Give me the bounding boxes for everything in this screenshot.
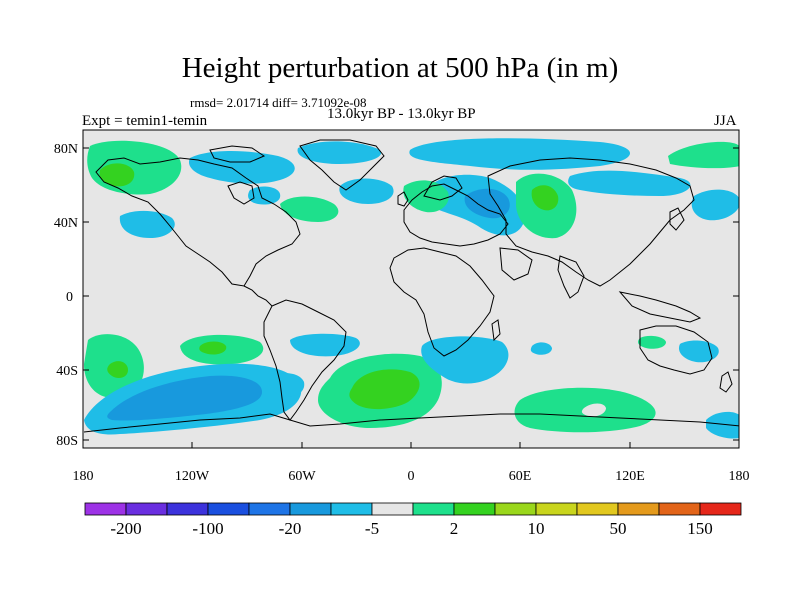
coast-britain [397, 191, 409, 207]
axis-ticks [83, 147, 739, 448]
contour-blue-s-atlantic-west [290, 333, 360, 357]
colorbar-label: 10 [528, 519, 545, 538]
coast-central-america [243, 285, 273, 307]
coast-arctic-islands [209, 145, 266, 163]
coast-madagascar [491, 319, 501, 342]
experiment-label: Expt = temin1-temin [82, 113, 208, 129]
contour-blue-labrador [248, 186, 281, 205]
colorbar-swatch [371, 502, 414, 516]
lat-label: 80S [56, 434, 78, 449]
contour-blue-greenland [297, 141, 382, 164]
stats-text: rmsd= 2.01714 diff= 3.71092e-08 [190, 95, 367, 110]
contour-midblue-south-pacific [107, 375, 262, 421]
colorbar-swatch [207, 502, 250, 516]
colorbar-swatch [617, 502, 660, 516]
colorbar-swatch [535, 502, 578, 516]
contour-darkgreen-s-atlantic [349, 369, 420, 410]
lon-label: 60E [509, 469, 532, 484]
coast-australia [639, 325, 713, 375]
period-text: 13.0kyr BP - 13.0kyr BP [327, 106, 476, 122]
contour-darkgreen-siberia [531, 185, 559, 211]
contour-blue-canada [188, 151, 295, 184]
contour-blue-west-na [119, 210, 175, 238]
coast-europe [403, 183, 509, 247]
colorbar-swatch [576, 502, 619, 516]
coastlines [83, 139, 739, 433]
coast-africa [389, 247, 495, 357]
coast-asia [487, 157, 695, 287]
coast-scandinavia [423, 175, 463, 201]
coast-japan [669, 207, 685, 231]
contour-green-arctic-east [668, 141, 739, 169]
colorbar-label: 50 [610, 519, 627, 538]
coast-antarctica [83, 413, 739, 433]
colorbar-swatch [699, 502, 742, 516]
lon-label: 60W [288, 469, 316, 484]
lat-label: 40S [56, 364, 78, 379]
contour-darkgreen-s-pacific-west [107, 361, 128, 378]
contour-gray-island [581, 403, 606, 417]
lon-label: 120W [175, 469, 210, 484]
colorbar-label: -100 [192, 519, 223, 538]
colorbar-swatch [289, 502, 332, 516]
season-label: JJA [714, 113, 737, 129]
contour-blue-antarctic-east [706, 411, 739, 439]
contour-blue-indian-west [421, 336, 509, 384]
map-title: Height perturbation at 500 hPa (in m) [181, 52, 619, 84]
contour-darkgreen-alaska [99, 163, 135, 187]
coast-north-america [95, 157, 301, 287]
colorbar [84, 502, 742, 516]
colorbar-swatch [453, 502, 496, 516]
coast-south-america [263, 299, 347, 421]
coast-india [557, 255, 585, 299]
colorbar-swatch [166, 502, 209, 516]
contour-blue-south-america [268, 373, 305, 397]
colorbar-labels: -200 -100 -20 -5 2 10 50 150 [110, 519, 712, 538]
colorbar-label: -200 [110, 519, 141, 538]
colorbar-swatch [125, 502, 168, 516]
contour-blue-indian-small [530, 342, 552, 355]
contour-darkblue-europe [464, 188, 510, 219]
contour-blue-pacific [691, 189, 739, 221]
lon-label: 0 [408, 469, 415, 484]
contour-green-tasman [638, 335, 666, 349]
colorbar-label: 150 [687, 519, 713, 538]
lon-label: 120E [615, 469, 645, 484]
colorbar-label: 2 [450, 519, 459, 538]
colorbar-swatch [658, 502, 701, 516]
lon-label: 180 [729, 469, 750, 484]
contour-blue-arctic [409, 138, 630, 170]
colorbar-label: -20 [279, 519, 302, 538]
contour-darkgreen-s-pacific-mid [199, 341, 227, 355]
contour-green-east-na [280, 196, 339, 222]
coast-arabia [499, 247, 533, 281]
coast-greenland [299, 139, 385, 191]
colorbar-swatch [84, 502, 127, 516]
lon-label: 180 [73, 469, 94, 484]
colorbar-swatch [330, 502, 373, 516]
lat-label: 0 [66, 290, 73, 305]
lat-label: 40N [54, 216, 78, 231]
colorbar-swatch [494, 502, 537, 516]
coast-se-asia-islands [618, 291, 702, 323]
contour-blue-asia [568, 170, 691, 196]
coast-new-zealand [719, 371, 733, 393]
colorbar-label: -5 [365, 519, 379, 538]
lat-label: 80N [54, 142, 78, 157]
colorbar-swatch [412, 502, 455, 516]
coast-hudson-bay [227, 181, 255, 205]
colorbar-swatch [248, 502, 291, 516]
